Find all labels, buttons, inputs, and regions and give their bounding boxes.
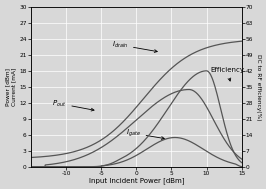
Text: $I_{gate}$: $I_{gate}$ xyxy=(126,128,164,139)
Text: $I_{drain}$: $I_{drain}$ xyxy=(112,40,157,52)
X-axis label: Input Incident Power [dBm]: Input Incident Power [dBm] xyxy=(89,177,184,184)
Y-axis label: Power [dBm]
Current [mA]: Power [dBm] Current [mA] xyxy=(5,68,16,106)
Text: Efficiency: Efficiency xyxy=(210,67,244,81)
Text: $P_{out}$: $P_{out}$ xyxy=(52,98,94,111)
Y-axis label: DC to RF efficiency(%): DC to RF efficiency(%) xyxy=(256,53,261,120)
